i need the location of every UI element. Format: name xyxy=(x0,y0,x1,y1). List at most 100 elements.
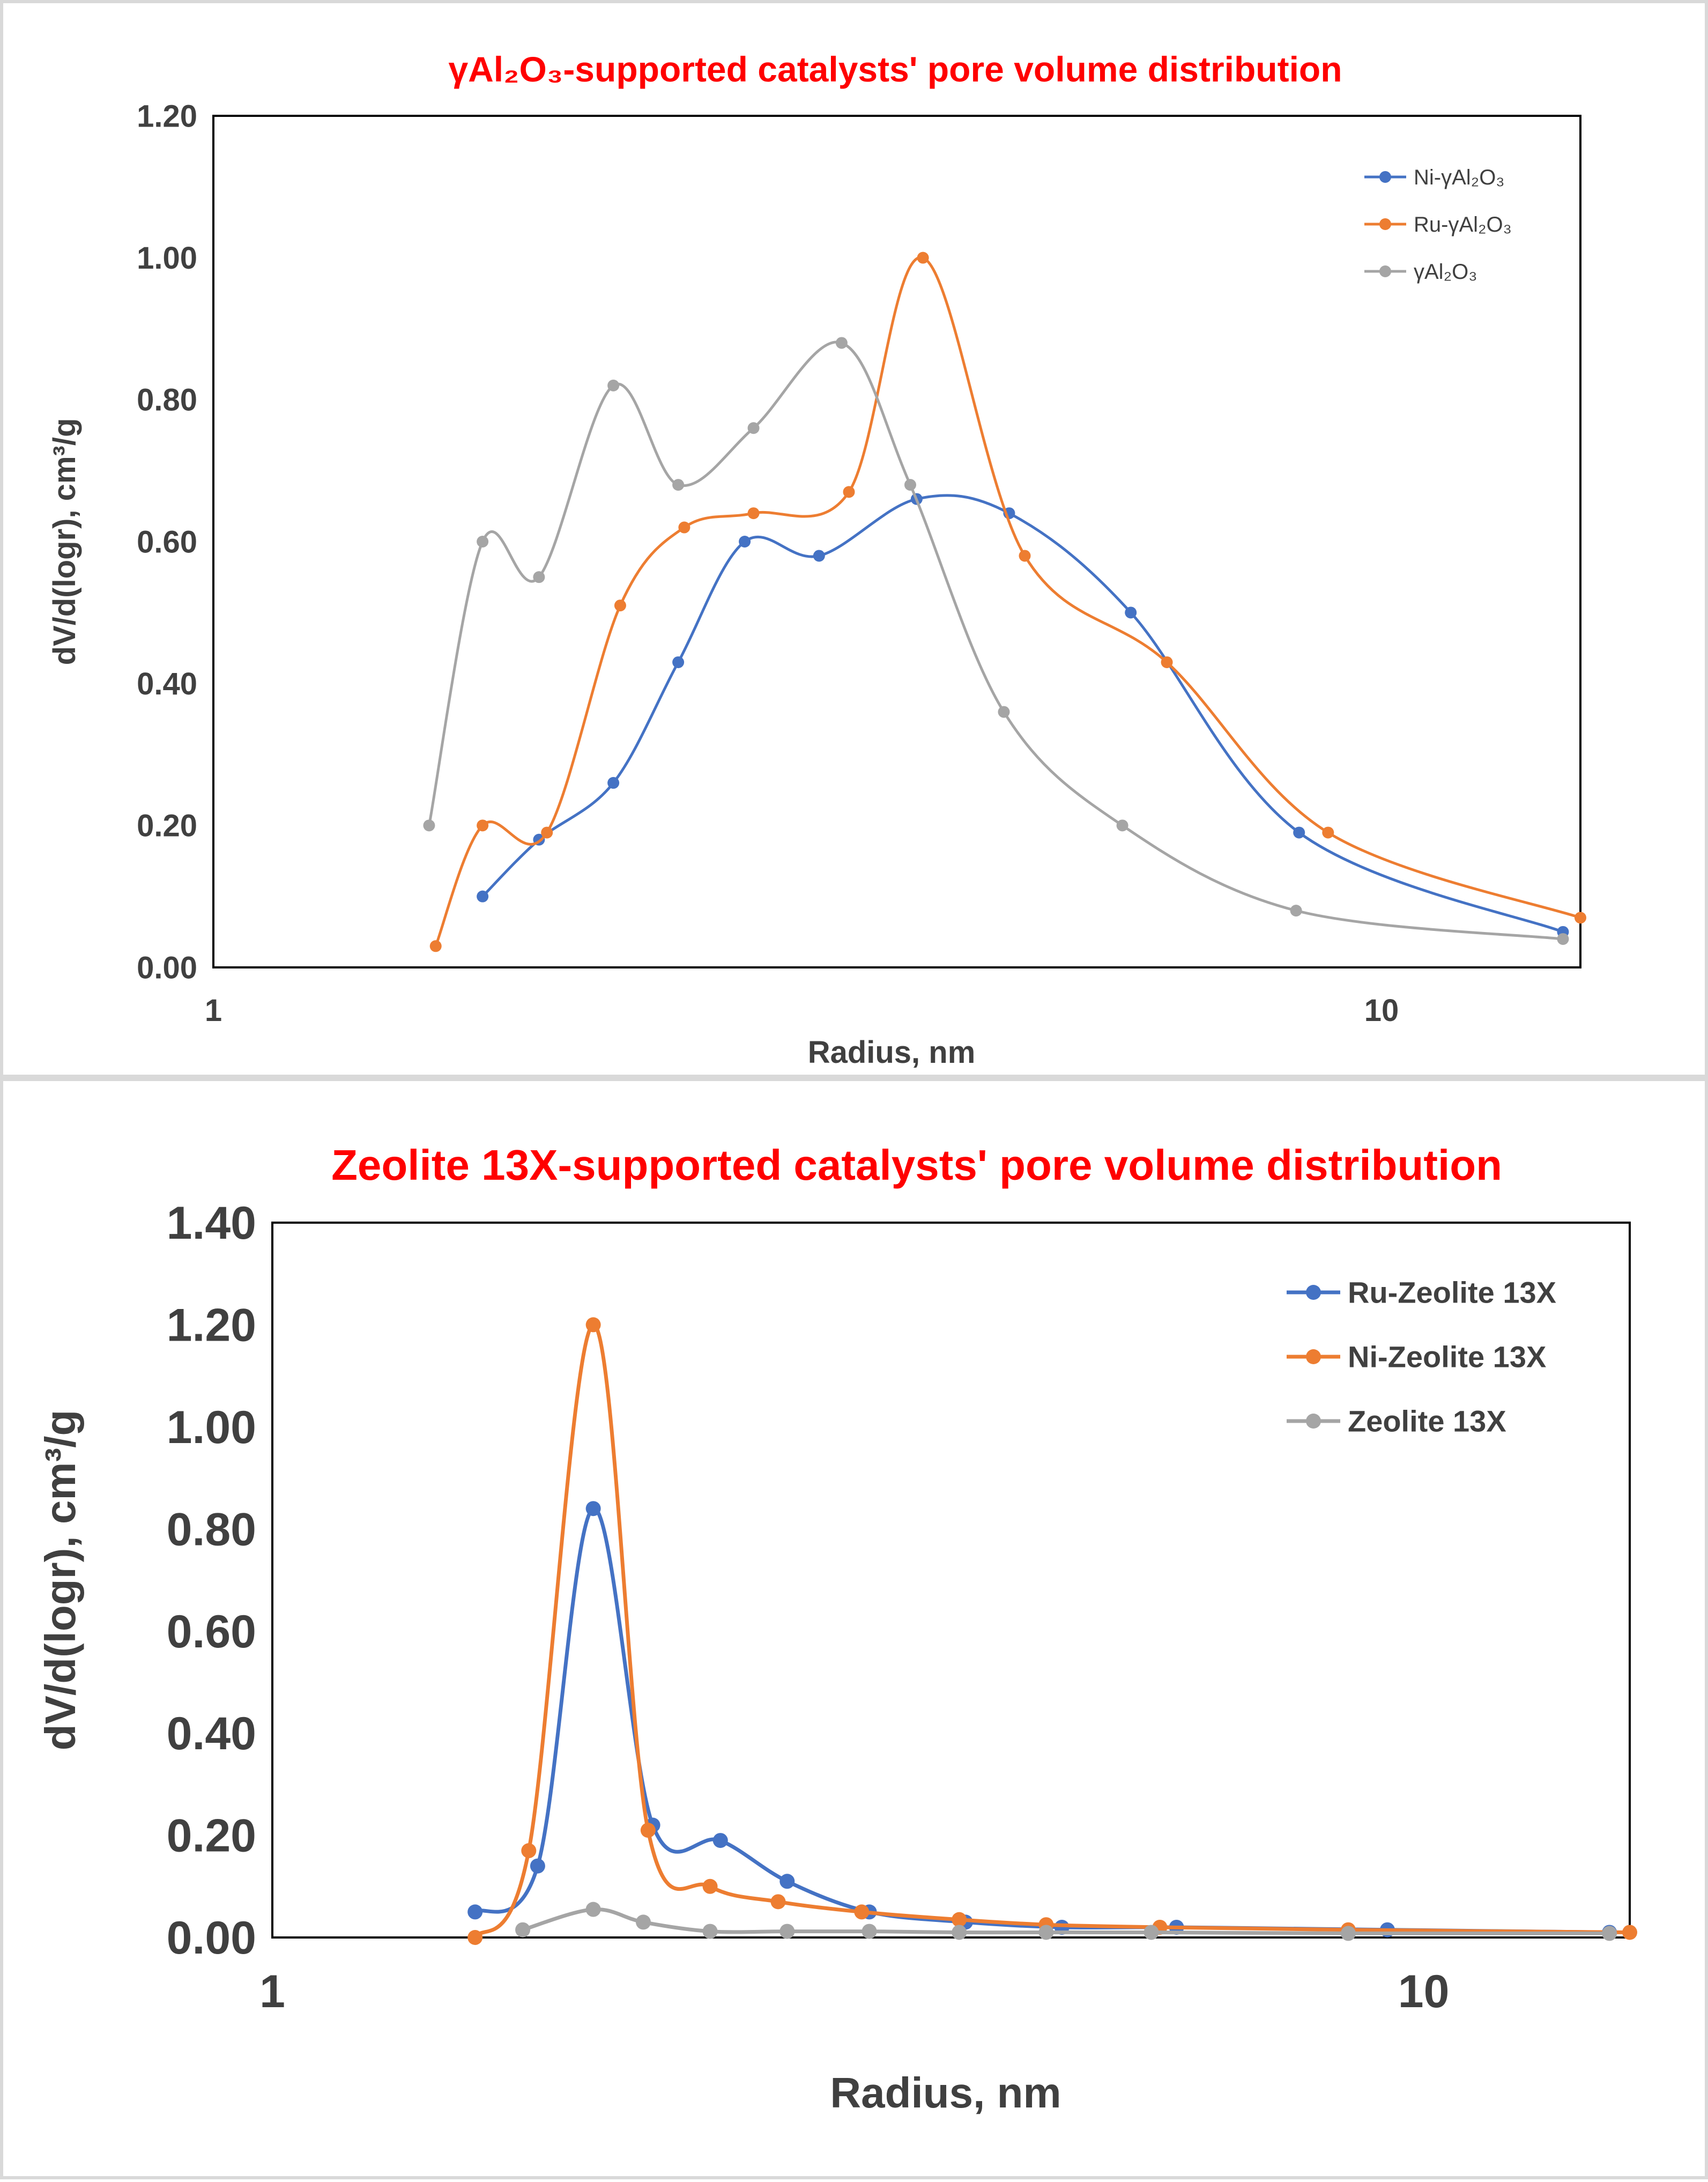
data-point xyxy=(585,1317,601,1333)
y-tick-label: 1.20 xyxy=(137,99,197,134)
data-point xyxy=(467,1930,483,1945)
legend-entry: γAl₂O₃ xyxy=(1364,260,1477,284)
x-axis-title: Radius, nm xyxy=(830,2069,1061,2117)
legend-swatch-marker xyxy=(1306,1349,1321,1364)
data-point xyxy=(585,1902,601,1917)
x-tick-label: 10 xyxy=(1364,993,1399,1028)
y-tick-label: 0.20 xyxy=(137,809,197,844)
y-tick-label: 0.00 xyxy=(137,950,197,985)
data-point xyxy=(917,252,929,264)
legend-label: Ni-γAl₂O₃ xyxy=(1414,166,1505,189)
data-point xyxy=(1575,912,1586,924)
data-point xyxy=(477,890,489,903)
data-point xyxy=(998,706,1010,718)
data-point xyxy=(515,1922,531,1937)
x-tick-label: 1 xyxy=(259,1966,285,2017)
data-point xyxy=(1125,606,1137,619)
plot-area xyxy=(271,1222,1631,1939)
y-tick-label: 0.00 xyxy=(167,1912,256,1964)
legend-swatch-marker xyxy=(1306,1285,1321,1300)
data-point xyxy=(862,1924,877,1939)
data-point xyxy=(1019,550,1031,562)
y-tick-label: 1.40 xyxy=(167,1197,256,1249)
data-point xyxy=(477,536,489,548)
data-point xyxy=(747,422,760,434)
legend-entry: Ru-Zeolite 13X xyxy=(1287,1276,1556,1310)
y-tick-label: 0.60 xyxy=(167,1606,256,1658)
data-point xyxy=(672,656,685,668)
data-point xyxy=(1293,826,1305,839)
data-point xyxy=(607,379,620,391)
y-axis-title: dV/d(logr), cm³/g xyxy=(47,418,82,665)
y-tick-label: 1.00 xyxy=(137,241,197,276)
legend-swatch-marker xyxy=(1379,265,1391,277)
data-point xyxy=(1602,1926,1617,1941)
data-point xyxy=(585,1501,601,1517)
data-point xyxy=(614,600,626,612)
data-point xyxy=(739,536,751,548)
alumina-pore-volume-chart: γAl₂O₃-supported catalysts' pore volume … xyxy=(0,0,1708,1078)
data-point xyxy=(813,550,825,562)
x-tick-label: 1 xyxy=(205,993,222,1028)
data-point xyxy=(672,479,685,491)
chart-border xyxy=(0,0,1708,1078)
data-point xyxy=(678,521,690,534)
series-γAl₂O₃ xyxy=(423,337,1569,945)
data-point xyxy=(779,1924,795,1939)
data-point xyxy=(521,1843,537,1859)
plot-area xyxy=(212,115,1581,968)
legend-swatch-marker xyxy=(1306,1414,1321,1429)
y-tick-label: 0.80 xyxy=(167,1504,256,1555)
y-tick-label: 1.00 xyxy=(167,1402,256,1453)
data-point xyxy=(1161,656,1173,668)
zeolite-pore-volume-chart: Zeolite 13X-supported catalysts' pore vo… xyxy=(0,1078,1708,2179)
data-point xyxy=(702,1878,718,1894)
data-point xyxy=(640,1823,656,1838)
chart-title: γAl₂O₃-supported catalysts' pore volume … xyxy=(448,49,1342,89)
legend-entry: Ni-Zeolite 13X xyxy=(1287,1340,1546,1374)
data-point xyxy=(1622,1925,1637,1940)
data-point xyxy=(530,1858,545,1874)
data-point xyxy=(1143,1925,1159,1940)
data-point xyxy=(854,1904,870,1920)
legend-label: γAl₂O₃ xyxy=(1414,260,1477,284)
series-Ru-γAl₂O₃ xyxy=(429,252,1586,952)
x-axis-title: Radius, nm xyxy=(808,1035,976,1070)
data-point xyxy=(477,819,489,832)
alumina-chart-panel: γAl₂O₃-supported catalysts' pore volume … xyxy=(0,0,1708,1078)
data-point xyxy=(607,776,620,789)
legend-entry: Ni-γAl₂O₃ xyxy=(1364,166,1505,189)
legend-label: Ru-Zeolite 13X xyxy=(1348,1276,1556,1310)
series-line xyxy=(473,1322,1630,1939)
data-point xyxy=(541,826,553,839)
data-point xyxy=(952,1912,967,1927)
data-point xyxy=(712,1833,728,1848)
legend-swatch-marker xyxy=(1379,218,1391,230)
series-line xyxy=(474,1506,1610,1934)
series-line xyxy=(427,341,1563,941)
data-point xyxy=(770,1894,786,1910)
legend: Ru-Zeolite 13X Ni-Zeolite 13X Zeolite 13X xyxy=(1287,1276,1556,1438)
series-Ru-Zeolite 13X xyxy=(467,1501,1617,1940)
data-point xyxy=(1038,1925,1054,1940)
y-tick-label: 0.80 xyxy=(137,383,197,418)
data-point xyxy=(904,479,916,491)
legend-entry: Zeolite 13X xyxy=(1287,1404,1506,1438)
y-tick-label: 0.20 xyxy=(167,1810,256,1862)
data-point xyxy=(636,1914,651,1930)
data-point xyxy=(843,486,855,498)
data-point xyxy=(1290,905,1302,917)
legend-entry: Ru-γAl₂O₃ xyxy=(1364,213,1512,236)
legend-label: Ru-γAl₂O₃ xyxy=(1414,213,1512,236)
data-point xyxy=(467,1904,483,1920)
data-point xyxy=(1340,1926,1356,1941)
y-axis-title: dV/d(logr), cm³/g xyxy=(36,1410,84,1751)
data-point xyxy=(702,1924,718,1939)
y-tick-label: 1.20 xyxy=(167,1300,256,1351)
data-point xyxy=(779,1874,795,1889)
y-tick-label: 0.60 xyxy=(137,524,197,559)
series-Zeolite 13X xyxy=(515,1902,1617,1941)
y-tick-label: 0.40 xyxy=(167,1708,256,1759)
legend-swatch-marker xyxy=(1379,171,1391,183)
data-point xyxy=(952,1925,967,1940)
